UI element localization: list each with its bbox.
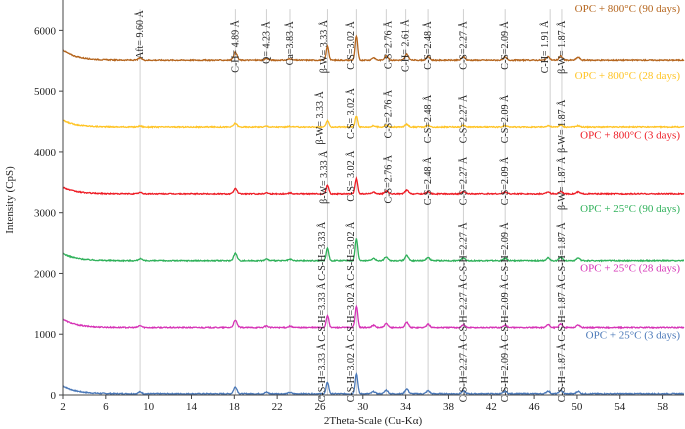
series-line-0 [62, 372, 685, 396]
peak-annotation-31: C-S-H=1.87 Å [556, 222, 568, 282]
annotations: Aft= 9.60 Å C-H= 4.89 Å Q= 4.23 Å Ca=3.83 Å… [134, 10, 568, 403]
y-tick-label-3: 3000 [34, 208, 57, 220]
peak-annotation-28: C-S-H=3.02 Å [345, 221, 357, 281]
peak-annotation-2: Q= 4.23 Å [260, 21, 272, 64]
x-tick-label-0: 2 [60, 401, 66, 413]
x-tick-label-6: 26 [314, 401, 326, 413]
peak-annotation-23: C-S=2.48 Å [422, 156, 434, 205]
peak-annotation-38: C-S-H=3.02 Å [345, 343, 357, 403]
peak-annotation-32: C-S-H=3.33 Å [316, 282, 328, 342]
peak-annotation-27: C-S-H=3.33 Å [316, 221, 328, 281]
x-tick-label-8: 34 [400, 401, 412, 413]
series-label-3: OPC + 800°C (3 days) [580, 130, 680, 142]
peak-annotation-21: C-S= 3.02 Å [345, 150, 357, 202]
peak-annotation-36: C-S-H=1.87 Å [556, 282, 568, 342]
series-labels: OPC + 25°C (3 days) OPC + 25°C (28 days) O… [575, 3, 681, 341]
series-label-2: OPC + 25°C (90 days) [580, 203, 680, 215]
y-tick-label-1: 1000 [34, 329, 57, 341]
peak-annotation-14: C-S= 3.02 Å [345, 87, 357, 139]
peak-annotation-30: C-S-H=2.09 Å [499, 222, 511, 282]
peak-annotation-37: C-S-H=3.33 Å [316, 343, 328, 403]
peak-annotation-35: C-S-H=2.09 Å [499, 282, 511, 342]
y-ticks: 0 1000 2000 3000 4000 5000 6000 [34, 25, 63, 402]
peak-annotation-34: C-S-H=2.27 Å [457, 282, 469, 342]
x-tick-label-10: 42 [486, 401, 497, 413]
peak-annotation-18: C-S=2.09 Å [499, 94, 511, 143]
y-tick-label-6: 6000 [34, 25, 57, 37]
peak-annotation-17: C-S=2.27 Å [457, 94, 469, 143]
peak-annotation-25: C-S=2.09 Å [499, 156, 511, 205]
peak-annotation-29: C-S-H=2.27 Å [457, 222, 469, 282]
peak-annotation-39: C-S-H=2.27 Å [457, 342, 469, 402]
series-label-4: OPC + 800°C (28 days) [575, 70, 681, 82]
x-tick-label-12: 50 [571, 401, 583, 413]
x-axis-label: 2Theta-Scale (Cu-Kα) [324, 415, 423, 427]
peak-annotation-8: C-S=2.48 Å [422, 21, 434, 70]
x-tick-label-5: 22 [272, 401, 283, 413]
y-tick-label-0: 0 [51, 390, 57, 402]
x-tick-label-13: 54 [614, 401, 626, 413]
x-tick-label-9: 38 [443, 401, 455, 413]
peak-annotation-41: C-S-H=1.87 Å [556, 342, 568, 402]
x-tick-label-7: 30 [357, 401, 369, 413]
series-group [62, 34, 685, 396]
axes [62, 0, 684, 396]
peak-annotation-26: β-W= 1.87 Å [556, 156, 568, 210]
peak-annotation-15: C-S=2.76 Å [383, 89, 395, 138]
reference-lines [139, 9, 563, 395]
x-ticks: 2 6 10 14 18 22 26 30 34 38 42 46 50 54 58 [60, 395, 669, 413]
y-tick-label-2: 2000 [34, 268, 57, 280]
x-tick-label-1: 6 [103, 401, 109, 413]
peak-annotation-1: C-H= 4.89 Å [229, 19, 241, 72]
x-tick-label-3: 14 [186, 401, 198, 413]
series-line-5 [62, 34, 685, 63]
peak-annotation-24: C-S=2.27 Å [457, 156, 469, 205]
x-tick-label-11: 46 [529, 401, 541, 413]
peak-annotation-3: Ca=3.83 Å [284, 21, 296, 66]
peak-annotation-20: β-W= 3.33 Å [318, 150, 330, 204]
peak-annotation-16: C-S=2.48 Å [422, 94, 434, 143]
peak-annotation-22: C-S=2.76 Å [382, 154, 394, 203]
peak-annotation-19: β-W= 1.87 Å [556, 99, 568, 153]
x-tick-label-2: 10 [143, 401, 155, 413]
series-label-0: OPC + 25°C (3 days) [586, 329, 681, 341]
series-line-3 [62, 175, 685, 196]
series-line-2 [62, 238, 685, 263]
y-tick-label-5: 5000 [34, 86, 57, 98]
series-line-1 [62, 304, 685, 330]
peak-annotation-10: C-S=2.09 Å [499, 21, 511, 70]
y-tick-label-4: 4000 [34, 147, 57, 159]
peak-annotation-12: β-W= 1.87 Å [556, 20, 568, 74]
peak-annotation-11: C-H= 1.91 Å [539, 20, 551, 73]
peak-annotation-7: C-H= 2.61 Å [400, 19, 412, 72]
peak-annotation-4: β-W= 3.33 Å [318, 19, 330, 73]
x-tick-label-4: 18 [229, 401, 241, 413]
y-axis-label: Intensity (CpS) [4, 166, 16, 234]
peak-annotation-6: C-S=2.76 Å [382, 20, 394, 69]
series-label-1: OPC + 25°C (28 days) [580, 263, 680, 275]
peak-annotation-33: C-S-H=3.02 Å [345, 282, 357, 342]
peak-annotation-9: C-S=2.27 Å [457, 20, 469, 69]
peak-annotation-40: C-S-H=2.09 Å [499, 343, 511, 403]
peak-annotation-13: β-W= 3.33 Å [314, 90, 326, 144]
x-tick-label-14: 58 [657, 401, 669, 413]
peak-annotation-5: C-S=3.02 Å [345, 21, 357, 70]
peak-annotation-0: Aft= 9.60 Å [134, 10, 146, 59]
series-line-4 [62, 115, 685, 129]
series-label-5: OPC + 800°C (90 days) [575, 3, 681, 15]
